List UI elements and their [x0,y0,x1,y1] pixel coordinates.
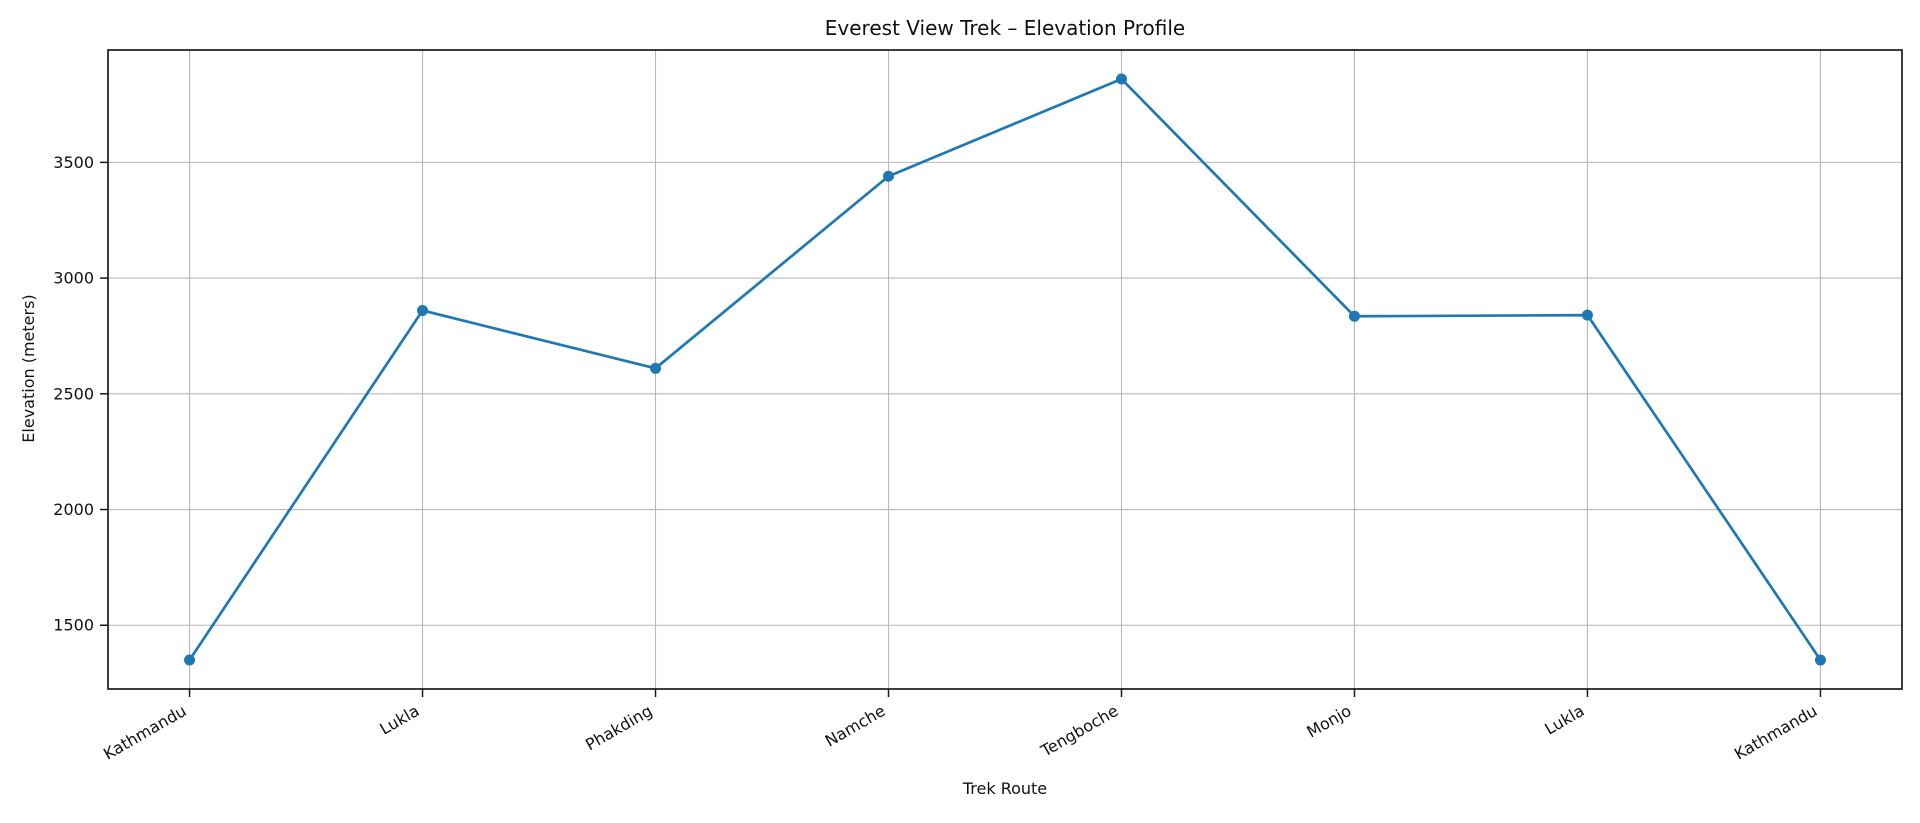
data-point [1814,654,1826,666]
y-tick-label: 1500 [53,616,94,635]
data-point [1348,310,1360,322]
x-tick-label: Tengboche [1037,701,1122,761]
x-tick-label: Kathmandu [1731,701,1820,764]
x-axis-label: Trek Route [962,779,1048,798]
y-tick-label: 3000 [53,269,94,288]
data-point [650,362,662,374]
x-tick-label: Lukla [1541,701,1587,739]
data-point [1115,73,1127,85]
x-tick-label: Monjo [1303,701,1354,741]
data-point [1581,309,1593,321]
y-tick-label: 3500 [53,153,94,172]
x-tick-label: Kathmandu [100,701,189,764]
y-axis-label: Elevation (meters) [19,294,38,443]
data-point [417,304,429,316]
x-tick-label: Lukla [376,701,422,739]
x-tick-label: Phakding [582,701,655,754]
elevation-line [188,77,1822,662]
y-tick-label: 2000 [53,500,94,519]
y-tick-label: 2500 [53,384,94,403]
plot-border [107,49,1903,690]
data-point [184,654,196,666]
chart-title: Everest View Trek – Elevation Profile [824,16,1186,40]
x-tick-label: Namche [822,701,889,751]
data-point [883,170,895,182]
